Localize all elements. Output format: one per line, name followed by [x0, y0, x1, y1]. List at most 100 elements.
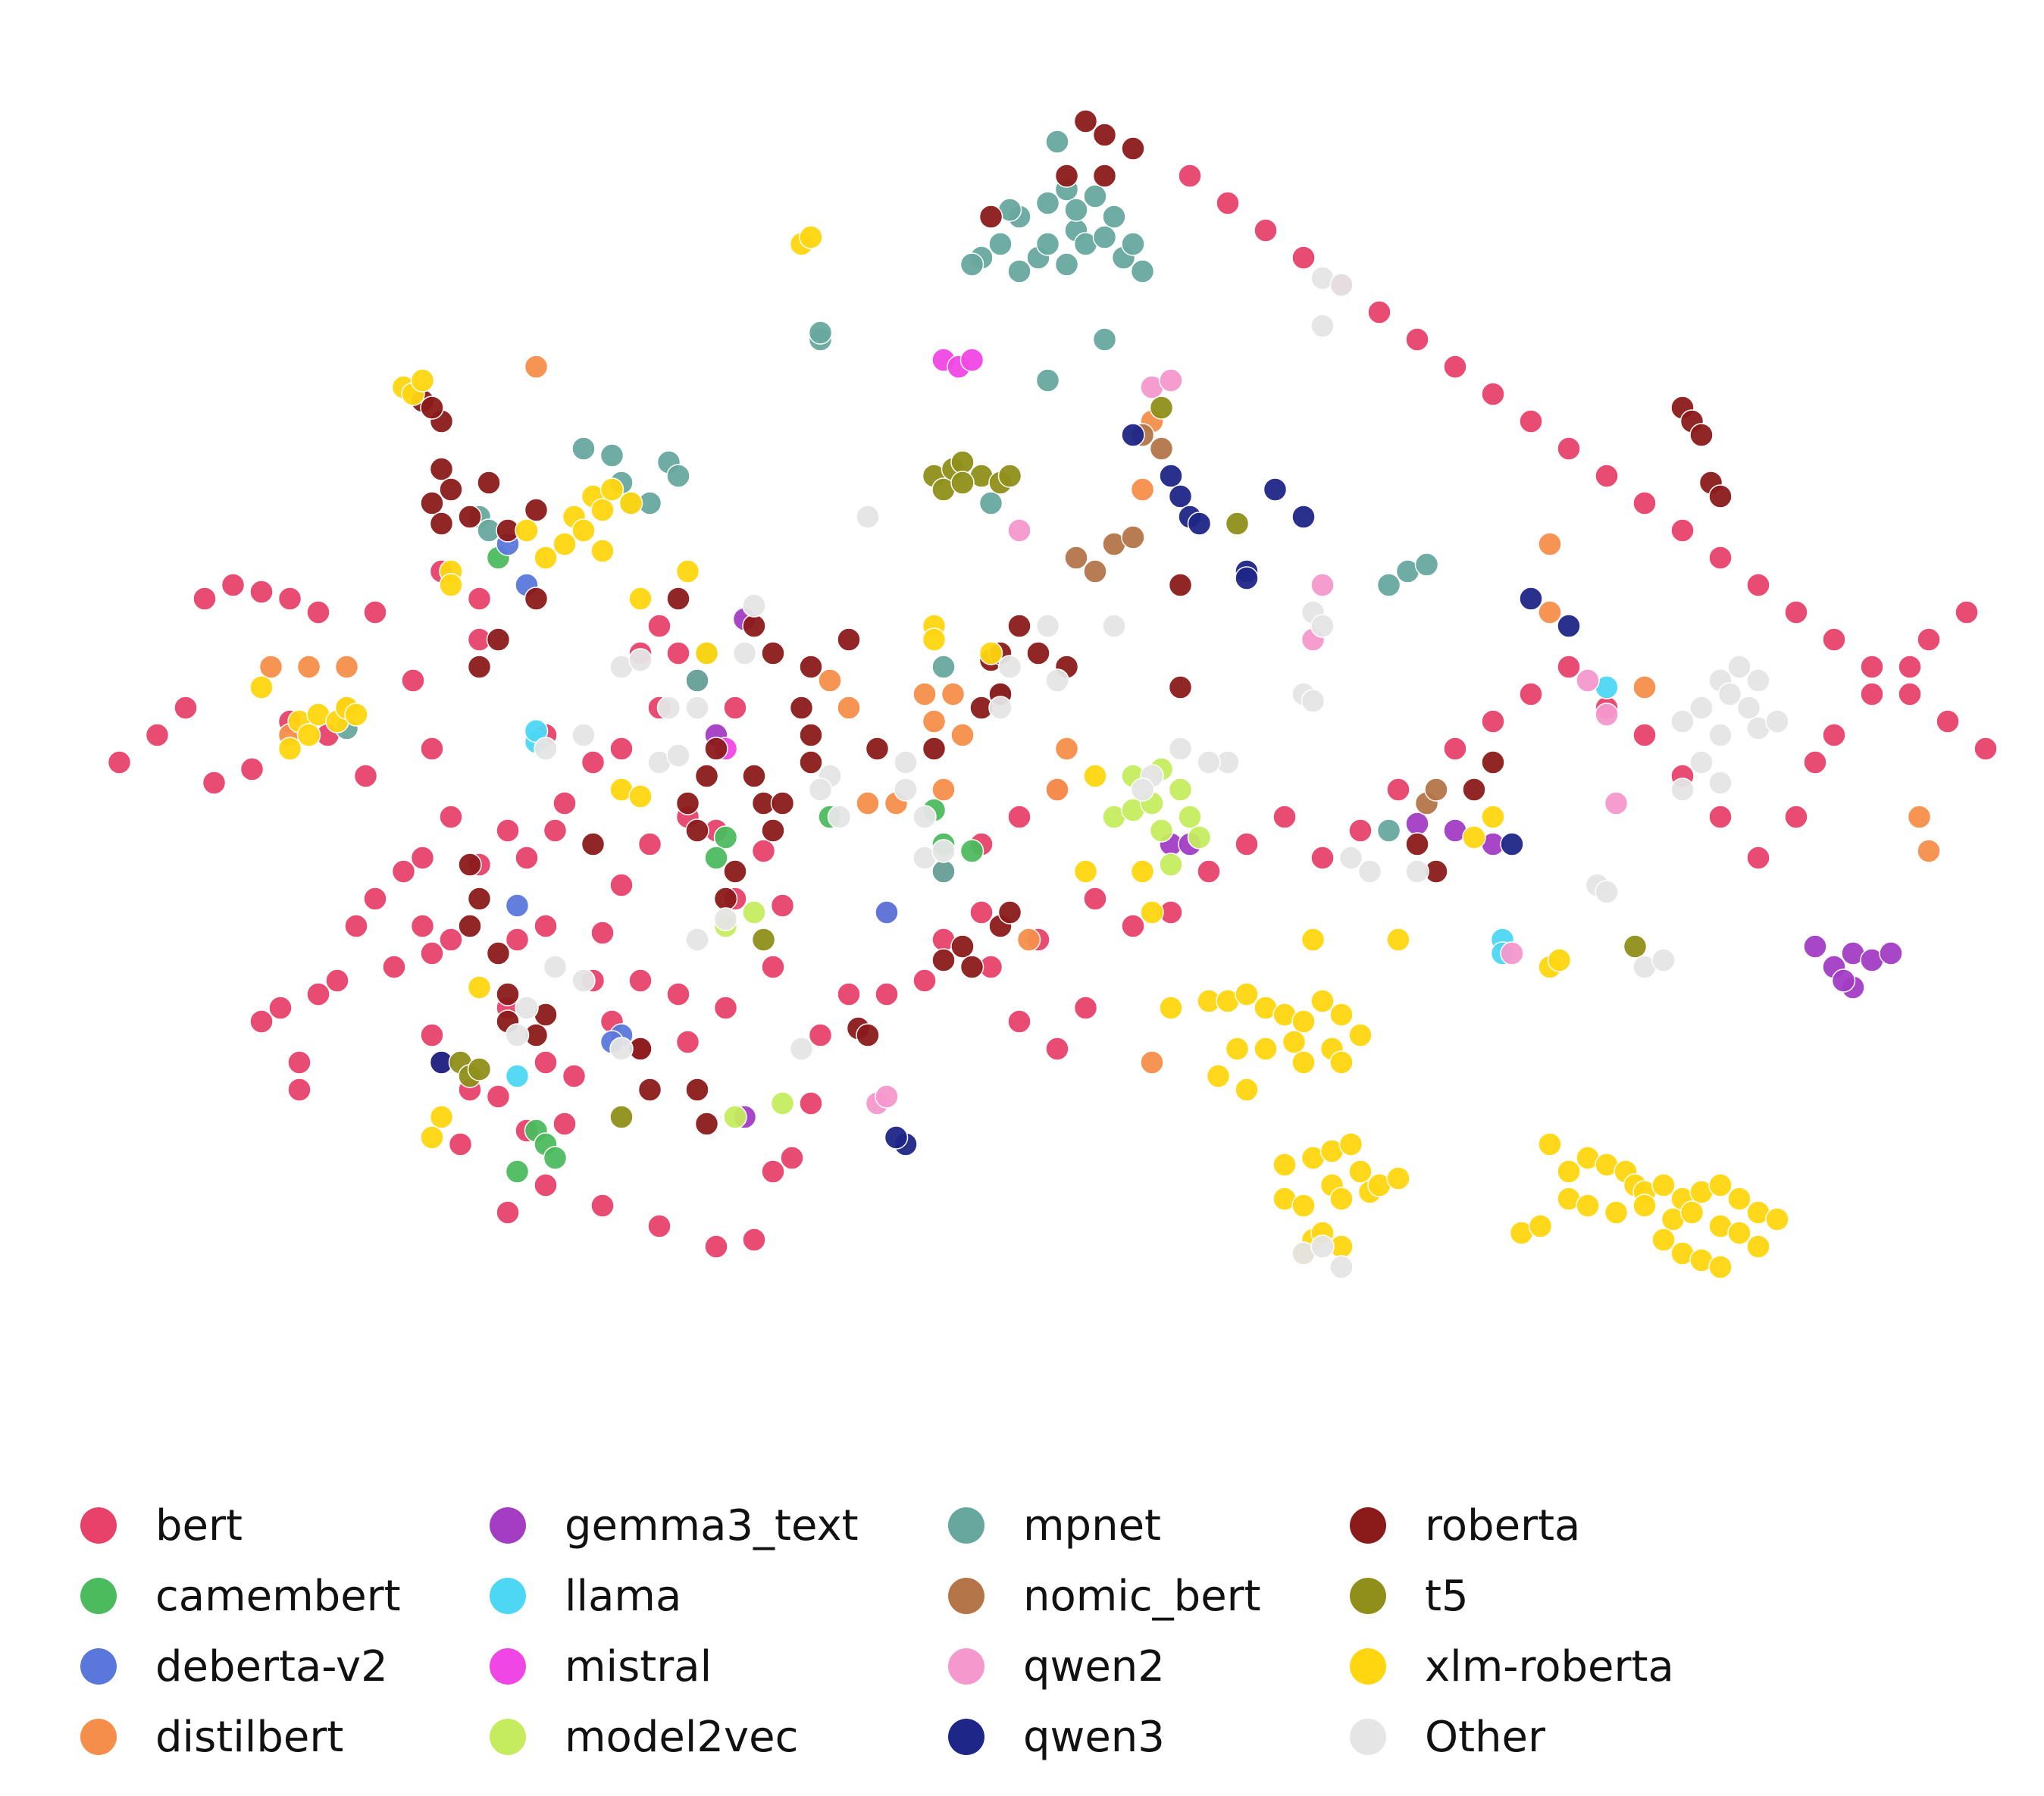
legend-label-deberta-v2: deberta-v2 [155, 1642, 388, 1691]
point-Other-16 [912, 805, 937, 829]
point-gemma3_text-7 [1803, 934, 1827, 959]
point-Other-13 [856, 505, 880, 529]
point-model2vec-11 [742, 900, 766, 925]
point-roberta-0 [1073, 109, 1098, 133]
point-roberta-14 [420, 491, 444, 515]
point-Other-21 [1035, 614, 1060, 638]
point-mpnet-8 [1054, 252, 1079, 277]
point-bert-113 [1557, 655, 1581, 679]
point-Other-38 [1746, 668, 1770, 693]
point-xlm-roberta-83 [1708, 1173, 1733, 1197]
point-bert-117 [1708, 805, 1733, 829]
point-xlm-roberta-33 [1073, 859, 1098, 884]
point-mpnet-39 [1376, 818, 1401, 843]
point-bert-109 [1386, 778, 1410, 802]
point-Other-10 [666, 743, 690, 768]
point-distilbert-1 [258, 655, 283, 679]
point-bert-105 [1235, 832, 1259, 856]
point-Other-30 [1130, 778, 1155, 802]
point-distilbert-16 [1054, 737, 1079, 761]
series-Other [505, 266, 1789, 1279]
series-xlm-roberta [249, 225, 1789, 1279]
point-roberta-25 [799, 750, 823, 774]
point-xlm-roberta-27 [799, 225, 823, 249]
point-t5-1 [1225, 512, 1250, 536]
point-Other-8 [685, 696, 709, 720]
legend-item-Other: Other [1350, 1713, 1546, 1762]
point-qwen3-11 [1500, 832, 1524, 856]
point-bert-27 [666, 641, 690, 665]
point-bert-4 [239, 757, 264, 781]
point-xlm-roberta-89 [1604, 1200, 1629, 1225]
point-mpnet-18 [1035, 232, 1060, 256]
point-roberta-62 [856, 1023, 880, 1047]
point-gemma3_text-11 [1879, 941, 1903, 965]
series-qwen2 [865, 368, 1629, 1115]
point-roberta-21 [799, 655, 823, 679]
point-mpnet-15 [1092, 225, 1117, 249]
point-model2vec-13 [723, 1105, 747, 1129]
point-qwen2-4 [1576, 668, 1600, 693]
point-roberta-34 [1026, 641, 1050, 665]
point-qwen3-5 [1263, 477, 1288, 502]
point-xlm-roberta-31 [1083, 764, 1107, 788]
point-t5-15 [1623, 934, 1648, 959]
point-bert-25 [723, 696, 747, 720]
legend-marker-llama [490, 1578, 526, 1614]
point-distilbert-10 [837, 696, 861, 720]
point-xlm-roberta-17 [675, 559, 700, 584]
point-mpnet-33 [978, 491, 1003, 515]
point-roberta-45 [675, 791, 700, 815]
point-Other-1 [1329, 273, 1354, 297]
point-camembert-6 [704, 846, 728, 870]
legend-marker-Other [1350, 1719, 1386, 1755]
point-roberta-52 [486, 941, 511, 965]
point-bert-124 [1917, 627, 1941, 652]
point-mpnet-11 [988, 232, 1013, 256]
point-bert-155 [1784, 600, 1808, 624]
point-roberta-9 [429, 457, 454, 481]
point-Other-51 [827, 805, 852, 829]
point-roberta-18 [486, 627, 511, 652]
point-t5-5 [950, 450, 975, 474]
legend-label-t5: t5 [1425, 1572, 1469, 1621]
point-Other-14 [894, 750, 918, 774]
point-bert-2 [174, 696, 198, 720]
point-bert-31 [515, 846, 539, 870]
point-distilbert-6 [912, 682, 937, 706]
point-deberta-v2-3 [875, 900, 899, 925]
point-bert-99 [1073, 996, 1098, 1020]
point-bert-82 [761, 1159, 785, 1184]
point-qwen2-1 [1159, 368, 1183, 393]
legend-marker-distilbert [80, 1719, 117, 1755]
point-roberta-4 [1054, 164, 1079, 188]
point-xlm-roberta-105 [429, 1105, 454, 1129]
point-bert-19 [467, 587, 492, 611]
legend-label-xlm-roberta: xlm-roberta [1425, 1642, 1674, 1691]
point-deberta-v2-2 [505, 893, 530, 918]
point-roberta-70 [1462, 778, 1486, 802]
point-bert-93 [1007, 805, 1031, 829]
point-nomic_bert-0 [1064, 546, 1088, 570]
point-bert-107 [1310, 846, 1335, 870]
point-Other-4 [1310, 614, 1335, 638]
point-Other-6 [628, 648, 653, 672]
point-bert-33 [496, 818, 520, 843]
point-roberta-47 [704, 737, 728, 761]
point-Other-19 [742, 593, 766, 618]
point-bert-36 [534, 914, 558, 938]
legend-marker-qwen3 [948, 1719, 984, 1755]
point-Other-20 [732, 641, 757, 665]
point-roberta-1 [1092, 123, 1117, 147]
point-distilbert-0 [524, 355, 549, 379]
point-qwen3-6 [1291, 505, 1316, 529]
point-bert-69 [391, 859, 416, 884]
point-roberta-40 [770, 791, 795, 815]
legend-item-camembert: camembert [80, 1572, 401, 1621]
point-distilbert-25 [1016, 928, 1041, 952]
point-mpnet-20 [1130, 259, 1155, 283]
point-bert-164 [1443, 355, 1467, 379]
point-roberta-68 [1405, 832, 1429, 856]
point-roberta-10 [439, 477, 463, 502]
point-xlm-roberta-36 [1386, 928, 1410, 952]
